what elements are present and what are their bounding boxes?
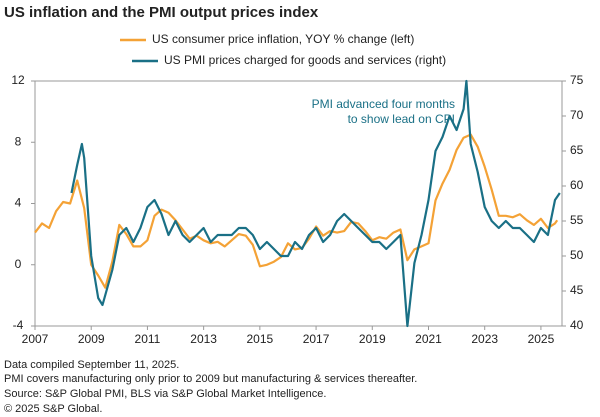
series-line	[70, 79, 561, 328]
y2-tick-label: 45	[570, 283, 584, 297]
x-tick-label: 2011	[135, 332, 161, 346]
x-tick-label: 2017	[303, 332, 330, 346]
y-tick-label: 12	[11, 73, 25, 87]
y-tick-label: 0	[15, 257, 22, 271]
y2-tick-label: 55	[570, 213, 584, 227]
chart-title: US inflation and the PMI output prices i…	[4, 4, 319, 21]
legend-label: US PMI prices charged for goods and serv…	[164, 53, 446, 67]
y2-tick-label: 70	[570, 108, 584, 122]
x-tick-label: 2025	[528, 332, 555, 346]
y2-tick-label: 50	[570, 248, 584, 262]
annotation: PMI advanced four months	[312, 97, 455, 111]
footnote: Data compiled September 11, 2025.	[4, 359, 179, 371]
y2-tick-label: 40	[570, 318, 584, 332]
x-tick-label: 2021	[415, 332, 442, 346]
y-tick-label: -4	[13, 318, 24, 332]
y2-tick-label: 60	[570, 178, 584, 192]
y2-tick-label: 65	[570, 143, 584, 157]
legend-label: US consumer price inflation, YOY % chang…	[152, 32, 414, 46]
annotation: to show lead on CPI	[348, 112, 455, 126]
x-tick-label: 2019	[359, 332, 386, 346]
footnote: © 2025 S&P Global.	[4, 403, 102, 415]
x-tick-label: 2015	[247, 332, 274, 346]
x-tick-label: 2023	[471, 332, 498, 346]
y-tick-label: 8	[15, 134, 22, 148]
x-tick-label: 2007	[22, 332, 49, 346]
y2-tick-label: 75	[570, 73, 584, 87]
footnote: PMI covers manufacturing only prior to 2…	[4, 373, 417, 385]
x-tick-label: 2009	[78, 332, 105, 346]
x-tick-label: 2013	[190, 332, 217, 346]
y-tick-label: 4	[15, 196, 22, 210]
footnote: Source: S&P Global PMI, BLS via S&P Glob…	[4, 388, 326, 400]
series-line	[34, 133, 559, 289]
